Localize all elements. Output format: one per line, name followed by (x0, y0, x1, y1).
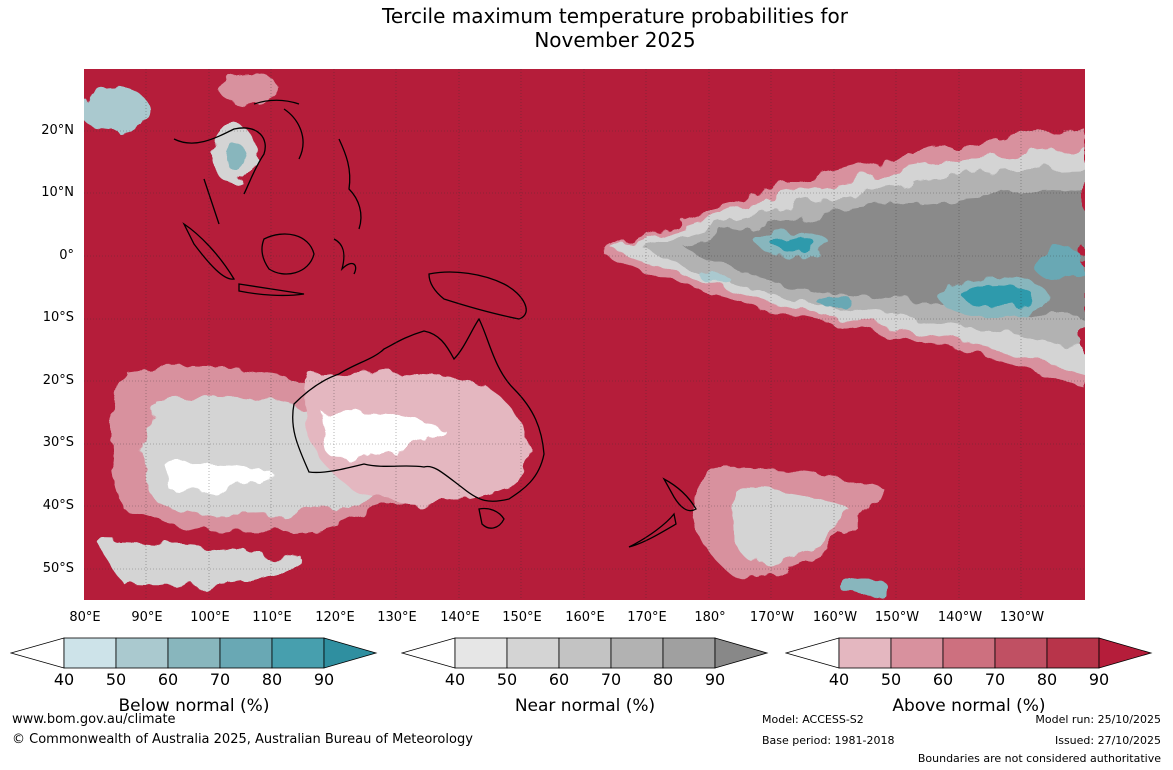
below-tick: 80 (261, 670, 283, 689)
lon-label: 130°W (999, 610, 1045, 625)
lon-label: 120°E (315, 610, 355, 625)
new-zealand-north-coastline (662, 477, 697, 512)
near-swatch-40-50 (454, 637, 508, 669)
below-swatch-60-70 (167, 637, 221, 669)
lon-label: 170°E (627, 610, 667, 625)
lon-label: 100°E (190, 610, 230, 625)
near-swatch-60-70 (558, 637, 612, 669)
lat-label: 40°S (42, 498, 74, 513)
below-tick: 40 (53, 670, 75, 689)
lon-label: 140°E (440, 610, 480, 625)
title-line-2: November 2025 (534, 28, 696, 52)
coastlines (173, 99, 697, 548)
above-tick: 90 (1088, 670, 1110, 689)
near-tick: 40 (444, 670, 466, 689)
philippines-coastline (338, 138, 362, 230)
pacific-near-normal-region (604, 129, 1085, 389)
above-swatch-80-90 (1046, 637, 1100, 669)
near-swatch-50-60 (506, 637, 560, 669)
lon-label: 170°W (749, 610, 795, 625)
graticule (84, 69, 1085, 600)
malay-peninsula-coastline (203, 178, 220, 225)
below-swatch-40-50 (63, 637, 117, 669)
lon-label: 160°W (812, 610, 858, 625)
near-tick: 90 (704, 670, 726, 689)
below-tick: 90 (313, 670, 335, 689)
above-tick: 80 (1036, 670, 1058, 689)
above-normal-colorbar (785, 637, 1153, 669)
asia-below-normal-patches (84, 74, 279, 184)
lat-label: 0° (59, 248, 74, 263)
lon-label: 140°W (937, 610, 983, 625)
above-tick: 40 (828, 670, 850, 689)
lon-label: 80°E (69, 610, 101, 625)
lon-label: 110°E (252, 610, 292, 625)
model-run-text: Model run: 25/10/2025 (1035, 713, 1161, 726)
asia-mainland-coastline (253, 99, 304, 160)
above-swatch-40-50 (838, 637, 892, 669)
near-swatch-70-80 (610, 637, 664, 669)
near-swatch-high (714, 637, 769, 669)
tasmania-coastline (478, 507, 505, 529)
near-tick: 70 (600, 670, 622, 689)
above-tick: 60 (932, 670, 954, 689)
below-swatch-low (10, 637, 65, 669)
near-tick: 80 (652, 670, 674, 689)
near-swatch-low (401, 637, 456, 669)
near-tick: 60 (548, 670, 570, 689)
base-period-text: Base period: 1981-2018 (762, 734, 895, 747)
map-title: Tercile maximum temperature probabilitie… (0, 4, 1173, 52)
lon-label: 160°E (565, 610, 605, 625)
near-tick: 50 (496, 670, 518, 689)
above-swatch-high (1098, 637, 1153, 669)
lon-label: 130°E (377, 610, 417, 625)
above-tick: 50 (880, 670, 902, 689)
near-swatch-80-90 (662, 637, 716, 669)
probability-map (84, 69, 1085, 600)
southern-near-normal-region (94, 365, 888, 596)
model-text: Model: ACCESS-S2 (762, 713, 864, 726)
above-swatch-70-80 (994, 637, 1048, 669)
lat-label: 10°S (42, 310, 74, 325)
borneo-coastline (261, 233, 315, 275)
near-normal-label: Near normal (%) (514, 696, 656, 716)
lon-label: 150°W (874, 610, 920, 625)
below-swatch-70-80 (219, 637, 273, 669)
lon-label: 150°E (502, 610, 542, 625)
below-tick: 50 (105, 670, 127, 689)
above-swatch-low (785, 637, 840, 669)
below-normal-colorbar (10, 637, 378, 669)
lat-label: 30°S (42, 435, 74, 450)
lon-label: 180° (694, 610, 726, 625)
copyright-text: © Commonwealth of Australia 2025, Austra… (12, 732, 473, 747)
sumatra-coastline (182, 222, 236, 280)
below-tick: 70 (209, 670, 231, 689)
above-tick: 70 (984, 670, 1006, 689)
lat-label: 10°N (41, 185, 74, 200)
sulawesi-coastline (333, 238, 357, 275)
lat-label: 20°N (41, 123, 74, 138)
pacific-below-normal-patches (700, 232, 1085, 317)
java-coastline (238, 283, 305, 297)
australia-coastline (292, 317, 545, 502)
new-zealand-south-coastline (628, 512, 677, 548)
bom-url-link[interactable]: www.bom.gov.au/climate (12, 712, 176, 727)
above-swatch-60-70 (942, 637, 996, 669)
boundaries-disclaimer: Boundaries are not considered authoritat… (917, 752, 1161, 765)
below-tick: 60 (157, 670, 179, 689)
title-line-1: Tercile maximum temperature probabilitie… (382, 4, 848, 28)
below-normal-label: Below normal (%) (118, 696, 270, 716)
below-swatch-80-90 (271, 637, 325, 669)
above-normal-label: Above normal (%) (892, 696, 1046, 716)
above-swatch-50-60 (890, 637, 944, 669)
lat-label: 50°S (42, 561, 74, 576)
lat-label: 20°S (42, 373, 74, 388)
near-normal-colorbar (401, 637, 769, 669)
below-swatch-50-60 (115, 637, 169, 669)
issued-text: Issued: 27/10/2025 (1054, 734, 1161, 747)
indochina-coastline (173, 127, 266, 195)
below-swatch-high (323, 637, 378, 669)
lon-label: 90°E (131, 610, 163, 625)
